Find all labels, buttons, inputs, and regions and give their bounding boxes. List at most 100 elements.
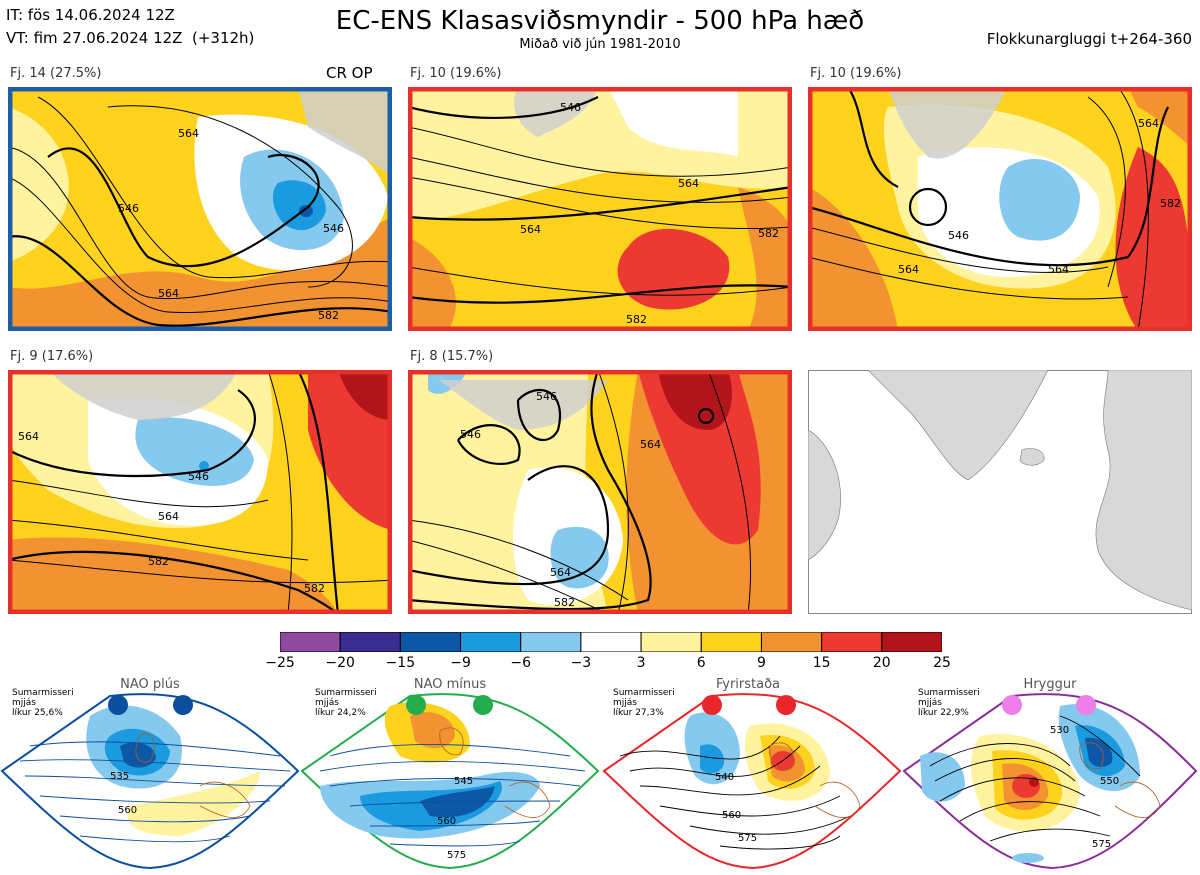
colorbar-swatch xyxy=(520,631,582,653)
contour-label: 535 xyxy=(110,771,129,782)
initial-time: IT: fös 14.06.2024 12Z xyxy=(6,6,175,24)
contour-label: 560 xyxy=(437,816,456,827)
contour-label: 582 xyxy=(304,582,325,595)
regime-dot xyxy=(108,695,128,715)
cluster-3-label: Fj. 10 (19.6%) xyxy=(810,66,902,81)
cluster-1-tag: CR OP xyxy=(326,64,373,82)
regime-dot xyxy=(406,695,426,715)
contour-label: 564 xyxy=(18,430,39,443)
contour-label: 582 xyxy=(554,596,575,609)
contour-label: 582 xyxy=(626,313,647,326)
colorbar-swatch xyxy=(460,631,522,653)
contour-label: 546 xyxy=(560,101,581,114)
cluster-5-map: 546 546 564 564 582 xyxy=(408,370,792,614)
regime-blocking-map: 540 560 575 xyxy=(602,693,902,870)
cluster-1-map: 546 564 582 564 546 xyxy=(8,87,392,331)
regime-nao-plus-map: 535 560 xyxy=(0,693,300,870)
contour-label: 575 xyxy=(447,850,466,861)
cluster-1-border xyxy=(8,87,392,331)
contour-label: 564 xyxy=(1048,263,1069,276)
colorbar-tick-label: 15 xyxy=(812,655,831,671)
contour-label: 564 xyxy=(158,287,179,300)
contour-label: 545 xyxy=(454,776,473,787)
regime-2-title: NAO mínus xyxy=(413,677,487,692)
contour-label: 564 xyxy=(520,223,541,236)
colorbar-swatch xyxy=(339,631,401,653)
colorbar-swatch xyxy=(881,631,943,653)
colorbar-swatch xyxy=(399,631,462,653)
contour-label: 560 xyxy=(722,810,741,821)
colorbar-tick-label: −9 xyxy=(450,655,471,671)
colorbar-tick-label: −20 xyxy=(325,655,355,671)
cluster-3-map: 564 546 564 564 582 xyxy=(808,87,1192,331)
colorbar-tick-label: 9 xyxy=(756,655,766,671)
regime-2-note: Sumarmisseri mjjás líkur 24,2% xyxy=(315,688,377,718)
cluster-2-label: Fj. 10 (19.6%) xyxy=(410,66,502,81)
contour-label: 582 xyxy=(1160,197,1181,210)
regimes-row: 535 560 xyxy=(0,676,1200,871)
regime-dot xyxy=(473,695,493,715)
contour-label: 575 xyxy=(1092,839,1111,850)
colorbar-labels: −25 −20 −15 −9 −6 −3 3 6 9 15 20 25 xyxy=(265,655,951,673)
reference-land-map xyxy=(808,370,1192,614)
colorbar-swatch xyxy=(580,631,642,653)
cluster-4-label: Fj. 9 (17.6%) xyxy=(10,349,94,364)
regime-4-note: Sumarmisseri mjjás líkur 22,9% xyxy=(918,688,980,718)
contour-label: 546 xyxy=(460,428,481,441)
cluster-1-label: Fj. 14 (27.5%) xyxy=(10,66,102,81)
contour-label: 560 xyxy=(118,805,137,816)
colorbar-tick-label: 3 xyxy=(636,655,646,671)
cluster-2-map: 546 564 564 582 582 xyxy=(408,87,792,331)
contour-label: 582 xyxy=(758,227,779,240)
contour-label: 582 xyxy=(148,555,169,568)
contour-label: 582 xyxy=(318,309,339,322)
colorbar-tick-label: −25 xyxy=(265,655,295,671)
page-title: EC-ENS Klasasviðsmyndir - 500 hPa hæð xyxy=(335,6,865,36)
contour-label: 540 xyxy=(715,772,734,783)
valid-time: VT: fim 27.06.2024 12Z (+312h) xyxy=(6,29,255,47)
colorbar-swatch xyxy=(640,631,702,653)
colorbar-swatch xyxy=(700,631,762,653)
contour-label: 564 xyxy=(178,127,199,140)
regime-4-title: Hryggur xyxy=(1023,677,1077,692)
contour-label: 550 xyxy=(1100,776,1119,787)
contour-label: 564 xyxy=(1138,117,1159,130)
regime-dot xyxy=(1002,695,1022,715)
contour-label: 564 xyxy=(550,566,571,579)
contour-label: 546 xyxy=(536,390,557,403)
regime-3-note: Sumarmisseri mjjás líkur 27,3% xyxy=(613,688,675,718)
contour-label: 564 xyxy=(678,177,699,190)
contour-label: 546 xyxy=(948,229,969,242)
page-subtitle: Miðað við jún 1981-2010 xyxy=(519,37,681,52)
contour-label: 546 xyxy=(323,222,344,235)
regime-1-note: Sumarmisseri mjjás líkur 25,6% xyxy=(12,688,74,718)
cluster-5-border xyxy=(408,370,792,614)
cluster-4-map: 564 546 564 582 582 xyxy=(8,370,392,614)
regime-nao-minus-map: 545 560 575 xyxy=(300,693,600,870)
regime-ridge-map: 530 550 575 xyxy=(902,693,1198,870)
colorbar-tick-label: 20 xyxy=(872,655,891,671)
colorbar xyxy=(279,631,943,653)
regime-1-title: NAO plús xyxy=(120,677,180,692)
contour-label: 564 xyxy=(640,438,661,451)
colorbar-swatch xyxy=(821,631,883,653)
regime-dot xyxy=(1076,695,1096,715)
cluster-2-border xyxy=(408,87,792,331)
regime-dot xyxy=(702,695,722,715)
cluster-4-border xyxy=(8,370,392,614)
colorbar-swatch xyxy=(760,631,823,653)
colorbar-tick-label: −15 xyxy=(385,655,416,671)
contour-label: 546 xyxy=(188,470,209,483)
contour-label: 546 xyxy=(118,202,139,215)
cluster-5-label: Fj. 8 (15.7%) xyxy=(410,349,494,364)
colorbar-swatch xyxy=(279,631,341,653)
contour-label: 530 xyxy=(1050,725,1069,736)
colorbar-tick-label: 6 xyxy=(696,655,706,671)
regime-dot xyxy=(173,695,193,715)
classification-window: Flokkunargluggi t+264-360 xyxy=(986,30,1192,48)
colorbar-tick-label: −3 xyxy=(570,655,592,671)
colorbar-tick-label: −6 xyxy=(510,655,532,671)
contour-label: 564 xyxy=(898,263,919,276)
regime-dot xyxy=(776,695,796,715)
colorbar-tick-label: 25 xyxy=(933,655,951,671)
